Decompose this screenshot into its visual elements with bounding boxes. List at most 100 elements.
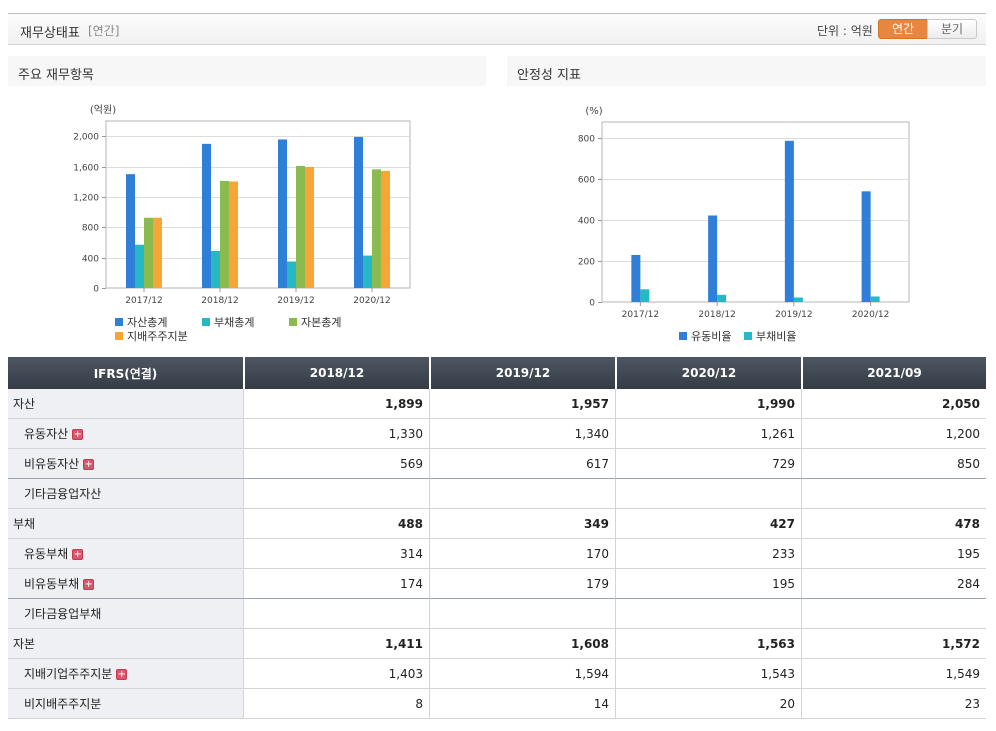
- table-row: 유동부채 +314 170 233 195: [8, 539, 986, 569]
- x-tick-label: 2019/12: [277, 296, 314, 306]
- value-cell: 1,899: [243, 389, 429, 419]
- bar-부채비율-2018/12[interactable]: [717, 294, 727, 302]
- expand-plus-icon[interactable]: +: [83, 459, 95, 470]
- bar-유동비율-2020/12[interactable]: [861, 191, 871, 302]
- value-cell: 1,403: [243, 659, 429, 689]
- value-cell: 179: [429, 569, 615, 599]
- header-basis: IFRS(연결): [8, 357, 243, 389]
- value-cell: 427: [615, 509, 801, 539]
- bar-자산총계-2018/12[interactable]: [202, 143, 211, 288]
- value-cell: 1,543: [615, 659, 801, 689]
- row-label-cell: 비유동자산 +: [8, 449, 243, 479]
- row-label-cell: 유동자산 +: [8, 419, 243, 449]
- y-tick-label: 800: [82, 224, 99, 234]
- value-cell: 284: [801, 569, 986, 599]
- x-tick-label: 2018/12: [698, 310, 735, 320]
- legend-label[interactable]: 부채총계: [214, 316, 254, 329]
- bar-부채비율-2017/12[interactable]: [640, 289, 650, 302]
- bar-자산총계-2020/12[interactable]: [354, 136, 363, 288]
- bar-부채비율-2019/12[interactable]: [793, 297, 803, 303]
- bar-유동비율-2017/12[interactable]: [631, 254, 641, 302]
- expand-plus-icon[interactable]: +: [72, 429, 84, 440]
- table-header-row: IFRS(연결) 2018/12 2019/12 2020/12 2021/09: [8, 357, 986, 389]
- y-axis-label: (억원): [90, 104, 116, 116]
- row-label: 자산: [13, 397, 36, 411]
- value-cell: [243, 479, 429, 509]
- statement-header: 재무상태표 [연간] 단위 : 억원 연간 분기: [8, 13, 986, 45]
- header-period: 2018/12: [243, 357, 429, 389]
- legend-swatch: [115, 332, 123, 340]
- row-label: 기타금융업자산: [24, 487, 102, 501]
- major-items-title: 주요 재무항목: [18, 68, 94, 83]
- value-cell: 1,261: [615, 419, 801, 449]
- row-label-cell: 자본: [8, 629, 243, 659]
- page-title: 재무상태표: [20, 26, 80, 41]
- value-cell: 729: [615, 449, 801, 479]
- balance-sheet-table: IFRS(연결) 2018/12 2019/12 2020/12 2021/09 자산 1…: [8, 357, 986, 719]
- value-cell: 8: [243, 689, 429, 719]
- expand-plus-icon[interactable]: +: [116, 669, 128, 680]
- bar-부채총계-2019/12[interactable]: [287, 261, 296, 288]
- bar-자산총계-2019/12[interactable]: [278, 139, 287, 288]
- expand-plus-icon[interactable]: +: [72, 549, 84, 560]
- bar-유동비율-2018/12[interactable]: [708, 215, 718, 302]
- bar-지배주주지분-2020/12[interactable]: [381, 170, 390, 288]
- bar-자본총계-2019/12[interactable]: [296, 165, 305, 288]
- table-row: 기타금융업자산: [8, 479, 986, 509]
- value-cell: 1,957: [429, 389, 615, 419]
- value-cell: 170: [429, 539, 615, 569]
- value-cell: [429, 599, 615, 629]
- bar-자본총계-2020/12[interactable]: [372, 169, 381, 288]
- annual-tab-button[interactable]: 연간: [878, 19, 928, 39]
- bar-지배주주지분-2019/12[interactable]: [305, 167, 314, 288]
- y-tick-label: 200: [578, 258, 595, 268]
- y-tick-label: 0: [589, 299, 595, 309]
- row-label-cell: 자산: [8, 389, 243, 419]
- bar-부채총계-2017/12[interactable]: [135, 244, 144, 288]
- legend-label[interactable]: 자산총계: [127, 316, 167, 329]
- value-cell: 488: [243, 509, 429, 539]
- bar-부채총계-2018/12[interactable]: [211, 250, 220, 288]
- legend-swatch: [744, 332, 752, 340]
- value-cell: 195: [615, 569, 801, 599]
- bar-부채총계-2020/12[interactable]: [363, 255, 372, 288]
- value-cell: 569: [243, 449, 429, 479]
- value-cell: 23: [801, 689, 986, 719]
- legend-label[interactable]: 유동비율: [691, 330, 731, 343]
- major-items-panel: 주요 재무항목 0 400 800 1,200 1,600 2,000 (억원) 2017/1…: [8, 56, 486, 356]
- quarter-tab-button[interactable]: 분기: [927, 19, 977, 39]
- expand-plus-icon[interactable]: +: [83, 579, 95, 590]
- value-cell: [615, 599, 801, 629]
- legend-label[interactable]: 자본총계: [301, 316, 341, 329]
- period-label: [연간]: [88, 24, 120, 38]
- x-tick-label: 2017/12: [622, 310, 659, 320]
- value-cell: 1,594: [429, 659, 615, 689]
- legend-swatch: [202, 318, 210, 326]
- row-label: 지배기업주주지분: [24, 667, 113, 681]
- table-row: 부채 488 349 427 478: [8, 509, 986, 539]
- value-cell: 1,200: [801, 419, 986, 449]
- legend-label[interactable]: 지배주주지분: [127, 330, 188, 343]
- major-items-chart: 0 400 800 1,200 1,600 2,000 (억원) 2017/12 2018/12…: [73, 104, 411, 343]
- table-row: 자산 1,899 1,957 1,990 2,050: [8, 389, 986, 419]
- legend-label[interactable]: 부채비율: [756, 330, 796, 343]
- bar-지배주주지분-2018/12[interactable]: [229, 181, 238, 288]
- bar-유동비율-2019/12[interactable]: [784, 140, 794, 302]
- bar-자본총계-2018/12[interactable]: [220, 180, 229, 288]
- stability-chart: 0 200 400 600 800 (%) 2017/12 2018/12 2019/12 202…: [578, 106, 910, 343]
- bar-지배주주지분-2017/12[interactable]: [153, 217, 162, 288]
- value-cell: [801, 479, 986, 509]
- bar-자산총계-2017/12[interactable]: [126, 174, 135, 288]
- row-label-cell: 비지배주주지분: [8, 689, 243, 719]
- bar-자본총계-2017/12[interactable]: [144, 217, 153, 288]
- table-row: 비유동자산 +569 617 729 850: [8, 449, 986, 479]
- legend-swatch: [679, 332, 687, 340]
- x-tick-label: 2020/12: [353, 296, 390, 306]
- value-cell: 1,330: [243, 419, 429, 449]
- y-tick-label: 1,600: [73, 164, 99, 174]
- bar-부채비율-2020/12[interactable]: [870, 296, 880, 302]
- value-cell: 233: [615, 539, 801, 569]
- value-cell: 174: [243, 569, 429, 599]
- table-row: 기타금융업부채: [8, 599, 986, 629]
- value-cell: 1,563: [615, 629, 801, 659]
